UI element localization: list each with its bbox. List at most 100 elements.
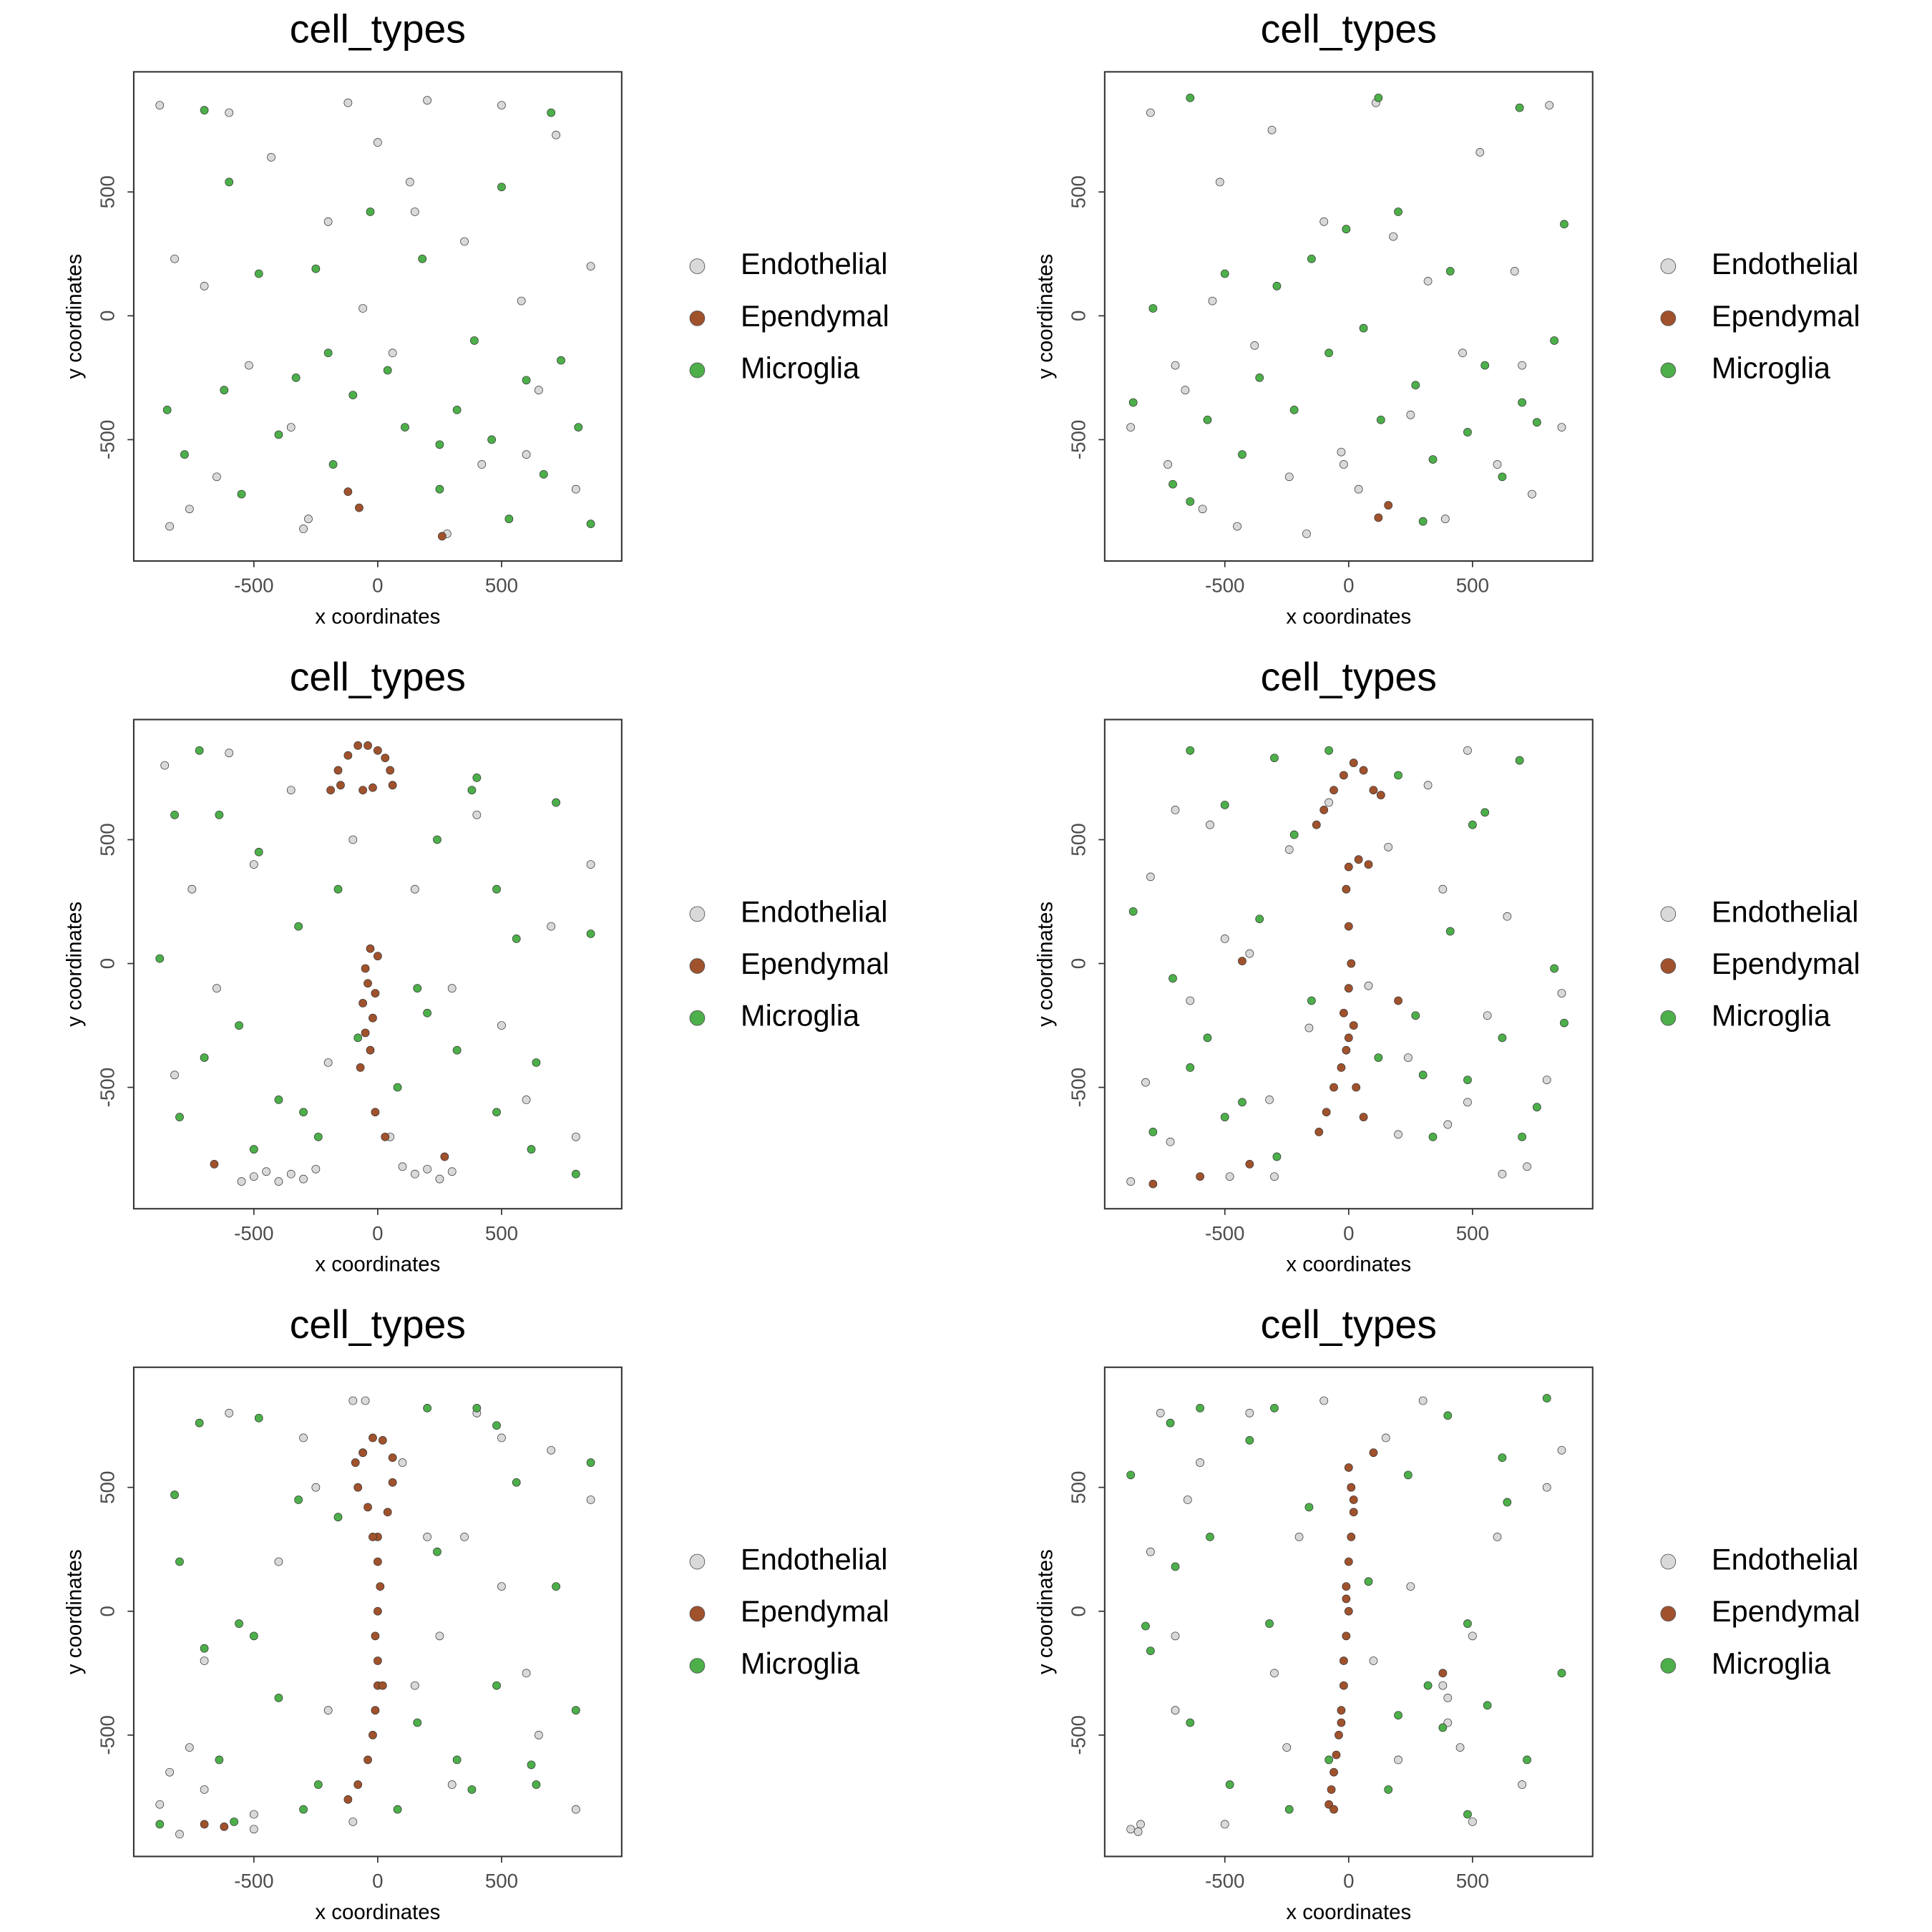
cell-point bbox=[1344, 1557, 1353, 1566]
cell-point bbox=[1438, 1681, 1448, 1690]
cell-point bbox=[1183, 1496, 1192, 1504]
cell-point bbox=[467, 786, 477, 795]
legend-label: Ependymal bbox=[1712, 1594, 1860, 1628]
cell-point bbox=[586, 860, 595, 869]
cell-point bbox=[343, 751, 353, 760]
cell-point bbox=[1255, 373, 1264, 382]
cell-point bbox=[1418, 1070, 1428, 1080]
legend-key bbox=[689, 1553, 706, 1570]
y-tick-label: 0 bbox=[97, 958, 119, 969]
cell-point bbox=[1533, 418, 1541, 427]
cell-point bbox=[274, 1177, 283, 1186]
cell-point bbox=[200, 1657, 209, 1665]
cell-point bbox=[1347, 1483, 1356, 1492]
cell-point bbox=[497, 1433, 506, 1443]
cell-point bbox=[1126, 423, 1136, 431]
cell-point bbox=[1468, 1818, 1477, 1826]
cell-point bbox=[1376, 415, 1385, 424]
cell-point bbox=[1374, 1053, 1383, 1062]
x-tick-label: 500 bbox=[1456, 1222, 1489, 1244]
cell-point bbox=[348, 1818, 358, 1826]
cell-point bbox=[1445, 927, 1455, 936]
cell-point bbox=[274, 1557, 283, 1566]
cell-point bbox=[1330, 1083, 1338, 1092]
cell-point bbox=[1156, 1408, 1165, 1418]
cell-point bbox=[1342, 1582, 1351, 1591]
legend-label: Endothelial bbox=[741, 247, 887, 280]
cell-point bbox=[369, 1730, 377, 1740]
cell-point bbox=[254, 847, 263, 857]
x-tick-label: -500 bbox=[234, 1870, 273, 1892]
cell-point bbox=[1337, 1063, 1346, 1072]
cell-point bbox=[1206, 1533, 1214, 1541]
cell-point bbox=[286, 1169, 296, 1179]
cell-point bbox=[1445, 267, 1455, 275]
cell-point bbox=[1480, 808, 1490, 817]
cell-point bbox=[1374, 93, 1383, 102]
panel: cell_types -500 0 500 -500 0 500 x coordinates y… bbox=[1033, 7, 1860, 629]
cell-point bbox=[1255, 914, 1264, 924]
cell-point bbox=[175, 1830, 184, 1839]
cell-point bbox=[1181, 386, 1190, 395]
cell-point bbox=[1146, 1646, 1155, 1656]
cell-point bbox=[1314, 1128, 1324, 1136]
cell-point bbox=[1171, 1631, 1180, 1641]
cell-point bbox=[1376, 791, 1385, 800]
cell-point bbox=[1349, 1508, 1358, 1517]
cell-point bbox=[1166, 1418, 1175, 1428]
legend-label: Microglia bbox=[741, 351, 860, 384]
cell-point bbox=[267, 152, 275, 162]
cell-point bbox=[1463, 1619, 1472, 1628]
cell-point bbox=[371, 1108, 380, 1117]
cell-point bbox=[1498, 472, 1507, 482]
cell-point bbox=[1440, 514, 1450, 524]
cell-point bbox=[1344, 1463, 1353, 1472]
cell-point bbox=[311, 1483, 321, 1492]
y-axis-label: y coordinates bbox=[1033, 902, 1057, 1027]
panel-title: cell_types bbox=[290, 1302, 466, 1347]
cell-point bbox=[1141, 1621, 1150, 1631]
cell-point bbox=[254, 1413, 263, 1423]
cell-point bbox=[410, 208, 419, 216]
cell-point bbox=[386, 766, 395, 775]
cell-point bbox=[371, 1706, 380, 1715]
cell-point bbox=[1523, 1755, 1531, 1765]
x-axis-label: x coordinates bbox=[315, 605, 440, 628]
cell-point bbox=[405, 177, 414, 187]
legend-key bbox=[689, 362, 706, 379]
cell-point bbox=[1206, 820, 1214, 829]
cell-point bbox=[1126, 1177, 1136, 1186]
cell-point bbox=[1418, 1396, 1428, 1405]
legend-label: Ependymal bbox=[741, 299, 889, 333]
cell-point bbox=[1148, 1179, 1158, 1189]
cell-point bbox=[378, 1436, 387, 1445]
cell-point bbox=[1340, 1008, 1348, 1018]
cell-point bbox=[1337, 1706, 1346, 1715]
cell-point bbox=[299, 1174, 308, 1184]
cell-point bbox=[1557, 1669, 1566, 1678]
cell-point bbox=[467, 1785, 477, 1794]
cell-point bbox=[472, 1404, 482, 1413]
cell-point bbox=[388, 781, 397, 790]
cell-point bbox=[1428, 455, 1438, 464]
cell-point bbox=[492, 1681, 501, 1690]
cell-point bbox=[262, 1167, 271, 1176]
cell-point bbox=[1384, 501, 1393, 510]
cell-point bbox=[1220, 935, 1229, 943]
cell-point bbox=[200, 1820, 209, 1829]
cell-point bbox=[323, 217, 333, 226]
cell-point bbox=[413, 1718, 422, 1727]
cell-point bbox=[1480, 361, 1490, 370]
cell-point bbox=[225, 108, 234, 117]
cell-point bbox=[326, 786, 335, 795]
panel-title: cell_types bbox=[1261, 1302, 1437, 1347]
legend-label: Ependymal bbox=[741, 947, 889, 980]
cell-point bbox=[1335, 1730, 1343, 1740]
cell-point bbox=[356, 1063, 365, 1072]
cell-point bbox=[447, 1780, 457, 1789]
cell-point bbox=[1319, 217, 1329, 226]
cell-point bbox=[1342, 225, 1351, 234]
cell-point bbox=[1483, 1011, 1492, 1020]
cell-point bbox=[504, 514, 514, 524]
cell-point bbox=[353, 1033, 363, 1043]
